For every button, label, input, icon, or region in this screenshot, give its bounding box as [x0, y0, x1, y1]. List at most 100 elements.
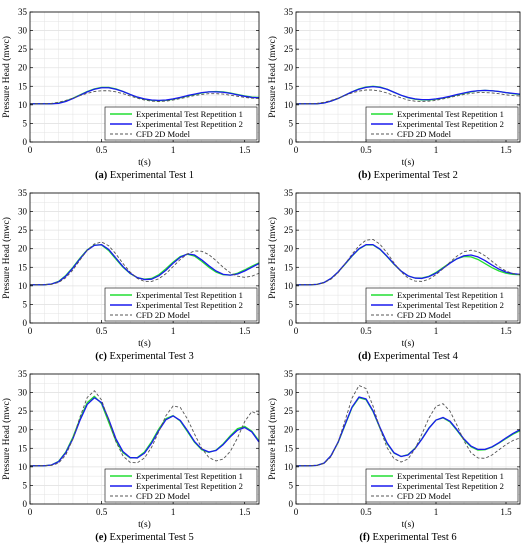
x-tick-label: 0	[294, 145, 299, 155]
y-tick-label: 0	[23, 499, 28, 509]
y-tick-label: 5	[23, 480, 28, 490]
panel-caption: (b) Experimental Test 2	[358, 170, 458, 181]
legend-label: Experimental Test Repetition 1	[136, 290, 243, 300]
y-tick-label: 5	[23, 118, 28, 128]
y-tick-label: 35	[284, 7, 294, 17]
panel-caption: (a) Experimental Test 1	[95, 170, 194, 181]
x-tick-label: 0.5	[360, 326, 372, 336]
y-tick-label: 25	[18, 44, 28, 54]
y-tick-label: 35	[18, 188, 28, 198]
legend: Experimental Test Repetition 1Experiment…	[365, 106, 519, 141]
x-tick-label: 1	[434, 326, 439, 336]
x-tick-label: 1.5	[239, 507, 251, 517]
x-tick-label: 1	[434, 507, 439, 517]
x-tick-label: 0	[294, 507, 299, 517]
y-axis-label: Pressure Head (mwc)	[267, 217, 278, 299]
x-tick-label: 0.5	[360, 145, 372, 155]
chart-panel-4: 0 5 10 15 20 25 30 35 0 0.5 1 1.5 t(s) Pressure Head …	[267, 188, 521, 362]
panel-caption: (e) Experimental Test 5	[95, 532, 194, 543]
y-tick-label: 5	[289, 118, 294, 128]
legend: Experimental Test Repetition 1Experiment…	[104, 287, 258, 322]
panel-caption: (f) Experimental Test 6	[359, 532, 456, 543]
series-line-repetition-2	[30, 243, 260, 286]
panel-caption-text: Experimental Test 5	[107, 532, 194, 543]
x-tick-label: 0.5	[96, 145, 108, 155]
panel-caption-text: Experimental Test 1	[107, 170, 194, 181]
legend-label: CFD 2D Model	[136, 129, 191, 139]
y-tick-label: 30	[284, 26, 294, 36]
axes-frame	[295, 192, 521, 324]
y-tick-label: 30	[284, 388, 294, 398]
x-tick-label: 1.5	[239, 326, 251, 336]
panel-caption-letter: (a)	[95, 170, 108, 181]
chart-panel-6: 0 5 10 15 20 25 30 35 0 0.5 1 1.5 t(s) Pressure Head …	[267, 369, 521, 543]
y-tick-label: 10	[18, 100, 28, 110]
chart-panel-1: 0 5 10 15 20 25 30 35 0 0.5 1 1.5 t(s) Pressure Head …	[1, 7, 260, 181]
y-tick-label: 15	[18, 262, 28, 272]
legend-label: Experimental Test Repetition 2	[136, 300, 243, 310]
series-line-repetition-2	[30, 87, 260, 105]
legend: Experimental Test Repetition 1Experiment…	[365, 468, 519, 503]
y-tick-label: 20	[18, 244, 28, 254]
y-tick-label: 25	[284, 406, 294, 416]
y-tick-label: 15	[18, 81, 28, 91]
panel-caption-text: Experimental Test 2	[371, 170, 458, 181]
chart-panel-5: 0 5 10 15 20 25 30 35 0 0.5 1 1.5 t(s) Pressure Head …	[1, 369, 260, 543]
y-tick-label: 10	[18, 462, 28, 472]
x-tick-label: 0.5	[96, 507, 108, 517]
x-tick-label: 1	[171, 145, 176, 155]
y-tick-label: 20	[18, 63, 28, 73]
panel-caption-letter: (c)	[95, 351, 107, 362]
legend-label: Experimental Test Repetition 1	[397, 109, 504, 119]
legend-label: Experimental Test Repetition 1	[136, 471, 243, 481]
axes-frame	[29, 11, 260, 143]
y-tick-label: 15	[18, 443, 28, 453]
axes-frame	[295, 373, 521, 505]
y-axis-label: Pressure Head (mwc)	[1, 217, 12, 299]
y-tick-label: 35	[284, 188, 294, 198]
y-tick-label: 5	[289, 299, 294, 309]
x-tick-label: 0	[28, 507, 33, 517]
series-line-cfd-2d-model	[296, 385, 521, 467]
series-line-repetition-2	[296, 243, 521, 286]
x-tick-label: 0	[294, 326, 299, 336]
y-tick-label: 5	[289, 480, 294, 490]
y-tick-label: 20	[284, 425, 294, 435]
panel-caption-text: Experimental Test 6	[370, 532, 457, 543]
y-tick-label: 10	[284, 462, 294, 472]
y-tick-label: 10	[284, 281, 294, 291]
y-tick-label: 10	[284, 100, 294, 110]
y-tick-label: 35	[18, 369, 28, 379]
panel-caption: (c) Experimental Test 3	[95, 351, 194, 362]
y-axis-label: Pressure Head (mwc)	[1, 398, 12, 480]
axes-frame	[29, 373, 260, 505]
chart-panel-2: 0 5 10 15 20 25 30 35 0 0.5 1 1.5 t(s) Pressure Head …	[267, 7, 521, 181]
x-tick-label: 1	[171, 326, 176, 336]
y-tick-label: 20	[284, 63, 294, 73]
x-axis-label: t(s)	[138, 338, 151, 349]
y-axis-label: Pressure Head (mwc)	[1, 36, 12, 118]
panel-caption-text: Experimental Test 4	[371, 351, 459, 362]
legend-label: Experimental Test Repetition 2	[136, 119, 243, 129]
series-line-repetition-2	[296, 396, 521, 467]
legend-label: CFD 2D Model	[397, 491, 452, 501]
legend: Experimental Test Repetition 1Experiment…	[365, 287, 519, 322]
x-tick-label: 0	[28, 326, 33, 336]
y-tick-label: 15	[284, 81, 294, 91]
legend-label: Experimental Test Repetition 2	[397, 481, 504, 491]
legend-label: CFD 2D Model	[136, 310, 191, 320]
y-tick-label: 30	[18, 26, 28, 36]
x-tick-label: 1.5	[500, 326, 512, 336]
x-axis-label: t(s)	[402, 519, 415, 530]
panel-caption-letter: (f)	[359, 532, 370, 543]
x-axis-label: t(s)	[402, 338, 415, 349]
x-axis-label: t(s)	[138, 519, 151, 530]
x-axis-label: t(s)	[138, 157, 151, 168]
panel-caption-letter: (e)	[95, 532, 107, 543]
legend-label: Experimental Test Repetition 2	[136, 481, 243, 491]
x-tick-label: 1	[171, 507, 176, 517]
legend-label: Experimental Test Repetition 1	[397, 290, 504, 300]
y-tick-label: 30	[284, 207, 294, 217]
y-tick-label: 25	[284, 44, 294, 54]
